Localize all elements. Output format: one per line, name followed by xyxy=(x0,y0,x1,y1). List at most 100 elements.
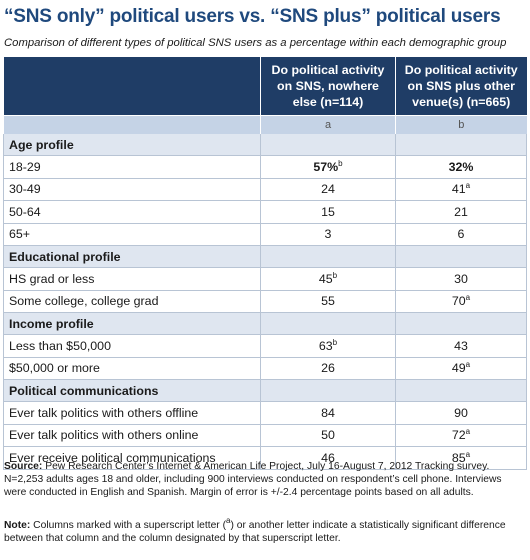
section-row: Age profile xyxy=(3,134,527,156)
significance-superscript: a xyxy=(465,293,471,303)
value-cell-b: 32% xyxy=(395,155,527,179)
significance-superscript: a xyxy=(465,181,471,191)
value-cell-b: 6 xyxy=(395,223,527,246)
significance-superscript: a xyxy=(465,360,471,370)
source-text: Pew Research Center’s Internet & America… xyxy=(4,461,502,498)
table-row: 50-64 15 21 xyxy=(3,200,527,224)
value-text: 50 xyxy=(321,428,335,443)
value-text: 15 xyxy=(321,204,335,219)
value-cell-a: 3 xyxy=(260,223,396,246)
value-cell-b: 41a xyxy=(395,178,527,201)
comparison-table: Do political activity on SNS, nowhere el… xyxy=(3,57,527,470)
value-cell-b: 90 xyxy=(395,401,527,425)
value-text: 24 xyxy=(321,182,335,197)
value-cell-b: 85a xyxy=(395,446,527,470)
row-label: $50,000 or more xyxy=(3,357,261,380)
row-label: Less than $50,000 xyxy=(3,334,261,358)
value-text: 49 xyxy=(451,361,466,376)
value-text: 6 xyxy=(457,227,465,242)
row-label: 30-49 xyxy=(3,178,261,201)
value-text: 90 xyxy=(454,405,468,420)
footnote: Note: Columns marked with a superscript … xyxy=(4,517,524,545)
value-text: 32% xyxy=(448,159,474,174)
row-label: Some college, college grad xyxy=(3,290,261,313)
note-text-after: ) or another letter indicate a statistic… xyxy=(4,520,506,544)
value-text: 84 xyxy=(321,405,335,420)
significance-superscript: b xyxy=(338,158,343,168)
column-letter-a: a xyxy=(260,115,396,134)
column-letter-row: a b xyxy=(3,115,527,134)
source-label: Source: xyxy=(4,461,43,472)
section-row: Political communications xyxy=(3,379,527,402)
section-label: Age profile xyxy=(3,134,261,156)
page-title: “SNS only” political users vs. “SNS plus… xyxy=(4,6,501,27)
significance-superscript: a xyxy=(465,427,471,437)
table-row: Some college, college grad 55 70a xyxy=(3,290,527,313)
table-row: $50,000 or more 26 49a xyxy=(3,357,527,380)
value-cell-a: 55 xyxy=(260,290,396,313)
section-label: Political communications xyxy=(3,379,261,402)
value-cell-a: 45b xyxy=(260,267,396,291)
section-empty-cell xyxy=(260,379,396,402)
column-header-sns-only: Do political activity on SNS, nowhere el… xyxy=(260,57,396,116)
row-label: Ever receive political communications xyxy=(3,446,261,470)
table-row: 65+ 3 6 xyxy=(3,223,527,246)
significance-superscript: a xyxy=(465,449,471,459)
column-header-sns-plus: Do political activity on SNS plus other … xyxy=(395,57,527,116)
table-row: 18-29 57%b 32% xyxy=(3,155,527,179)
header-row: Do political activity on SNS, nowhere el… xyxy=(3,57,527,116)
value-cell-b: 30 xyxy=(395,267,527,291)
value-cell-a: 57%b xyxy=(260,155,396,179)
value-text: 70 xyxy=(451,294,466,309)
value-text: 85 xyxy=(451,450,466,465)
header-blank-cell xyxy=(3,57,261,116)
section-empty-cell xyxy=(260,245,396,268)
section-empty-cell xyxy=(395,379,527,402)
column-letter-b: b xyxy=(395,115,527,134)
value-text: 41 xyxy=(451,182,466,197)
section-empty-cell xyxy=(260,134,396,156)
section-empty-cell xyxy=(395,245,527,268)
value-text: 43 xyxy=(454,338,468,353)
value-cell-b: 21 xyxy=(395,200,527,224)
row-label: 18-29 xyxy=(3,155,261,179)
table-row: HS grad or less 45b 30 xyxy=(3,267,527,291)
value-cell-a: 63b xyxy=(260,334,396,358)
table-body: Age profile 18-29 57%b 32% 30-49 24 41a 50-64 15… xyxy=(3,134,527,470)
row-label: Ever talk politics with others offline xyxy=(3,401,261,425)
table-row: Less than $50,000 63b 43 xyxy=(3,334,527,358)
value-cell-a: 84 xyxy=(260,401,396,425)
table-row: Ever receive political communications 46 8… xyxy=(3,446,527,470)
value-cell-b: 70a xyxy=(395,290,527,313)
value-text: 21 xyxy=(454,204,468,219)
value-text: 55 xyxy=(321,294,335,309)
letter-blank-cell xyxy=(3,115,261,134)
value-cell-a: 15 xyxy=(260,200,396,224)
value-cell-a: 26 xyxy=(260,357,396,380)
section-empty-cell xyxy=(260,312,396,335)
value-text: 57% xyxy=(313,159,339,174)
table-row: 30-49 24 41a xyxy=(3,178,527,201)
row-label: 50-64 xyxy=(3,200,261,224)
row-label: Ever talk politics with others online xyxy=(3,424,261,447)
value-text: 72 xyxy=(451,428,466,443)
section-row: Educational profile xyxy=(3,245,527,268)
value-cell-b: 49a xyxy=(395,357,527,380)
table-row: Ever talk politics with others offline 84… xyxy=(3,401,527,425)
value-cell-a: 46 xyxy=(260,446,396,470)
value-text: 30 xyxy=(454,271,468,286)
value-text: 45 xyxy=(318,271,333,286)
section-label: Educational profile xyxy=(3,245,261,268)
value-cell-b: 43 xyxy=(395,334,527,358)
section-row: Income profile xyxy=(3,312,527,335)
row-label: 65+ xyxy=(3,223,261,246)
value-cell-b: 72a xyxy=(395,424,527,447)
value-text: 26 xyxy=(321,361,335,376)
value-text: 63 xyxy=(318,338,333,353)
table-row: Ever talk politics with others online 50 7… xyxy=(3,424,527,447)
value-text: 46 xyxy=(321,450,335,465)
page-subtitle: Comparison of different types of politic… xyxy=(4,37,507,49)
row-label: HS grad or less xyxy=(3,267,261,291)
significance-superscript: b xyxy=(332,337,338,347)
